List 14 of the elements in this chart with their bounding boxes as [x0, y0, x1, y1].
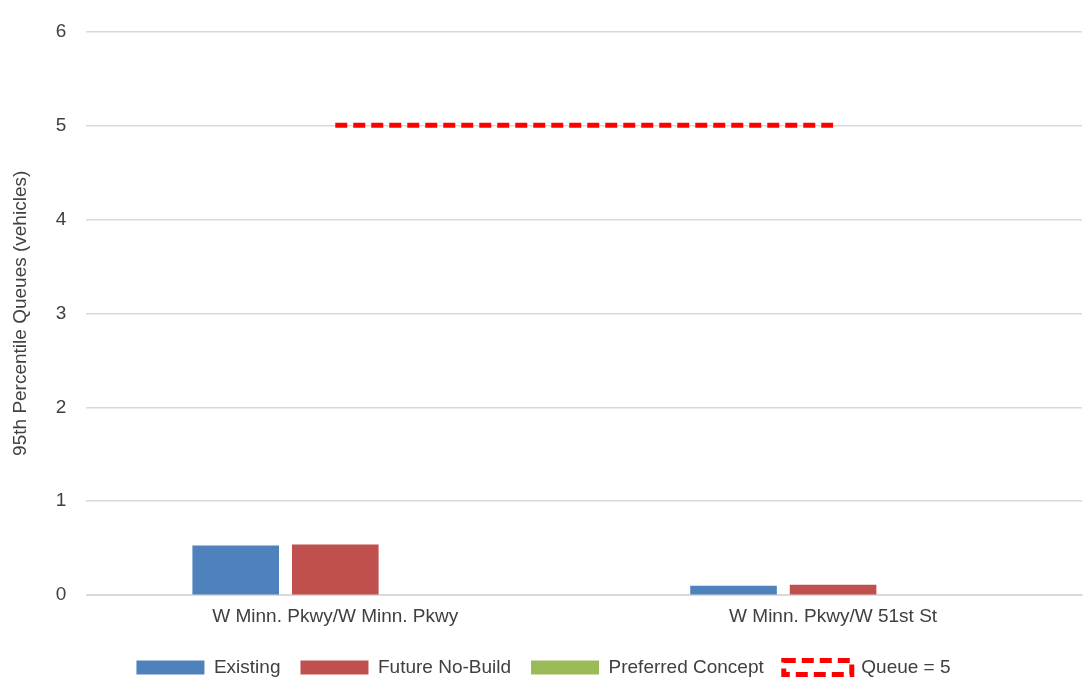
y-axis-title: 95th Percentile Queues (vehicles): [8, 170, 30, 456]
y-tick-label: 3: [55, 301, 67, 323]
y-tick-label: 2: [55, 395, 67, 417]
y-tick-label: 4: [55, 207, 67, 229]
y-tick-label: 0: [55, 583, 67, 605]
legend-label: Existing: [213, 655, 281, 677]
y-tick-label: 5: [55, 113, 67, 135]
legend-label: Preferred Concept: [608, 655, 765, 677]
x-tick-label: W Minn. Pkwy/W Minn. Pkwy: [212, 604, 459, 626]
y-tick-label: 6: [55, 19, 67, 41]
y-tick-label: 1: [55, 489, 67, 511]
legend-label: Future No-Build: [377, 655, 512, 677]
x-tick-label: W Minn. Pkwy/W 51st St: [729, 604, 938, 626]
legend-label: Queue = 5: [861, 655, 951, 677]
